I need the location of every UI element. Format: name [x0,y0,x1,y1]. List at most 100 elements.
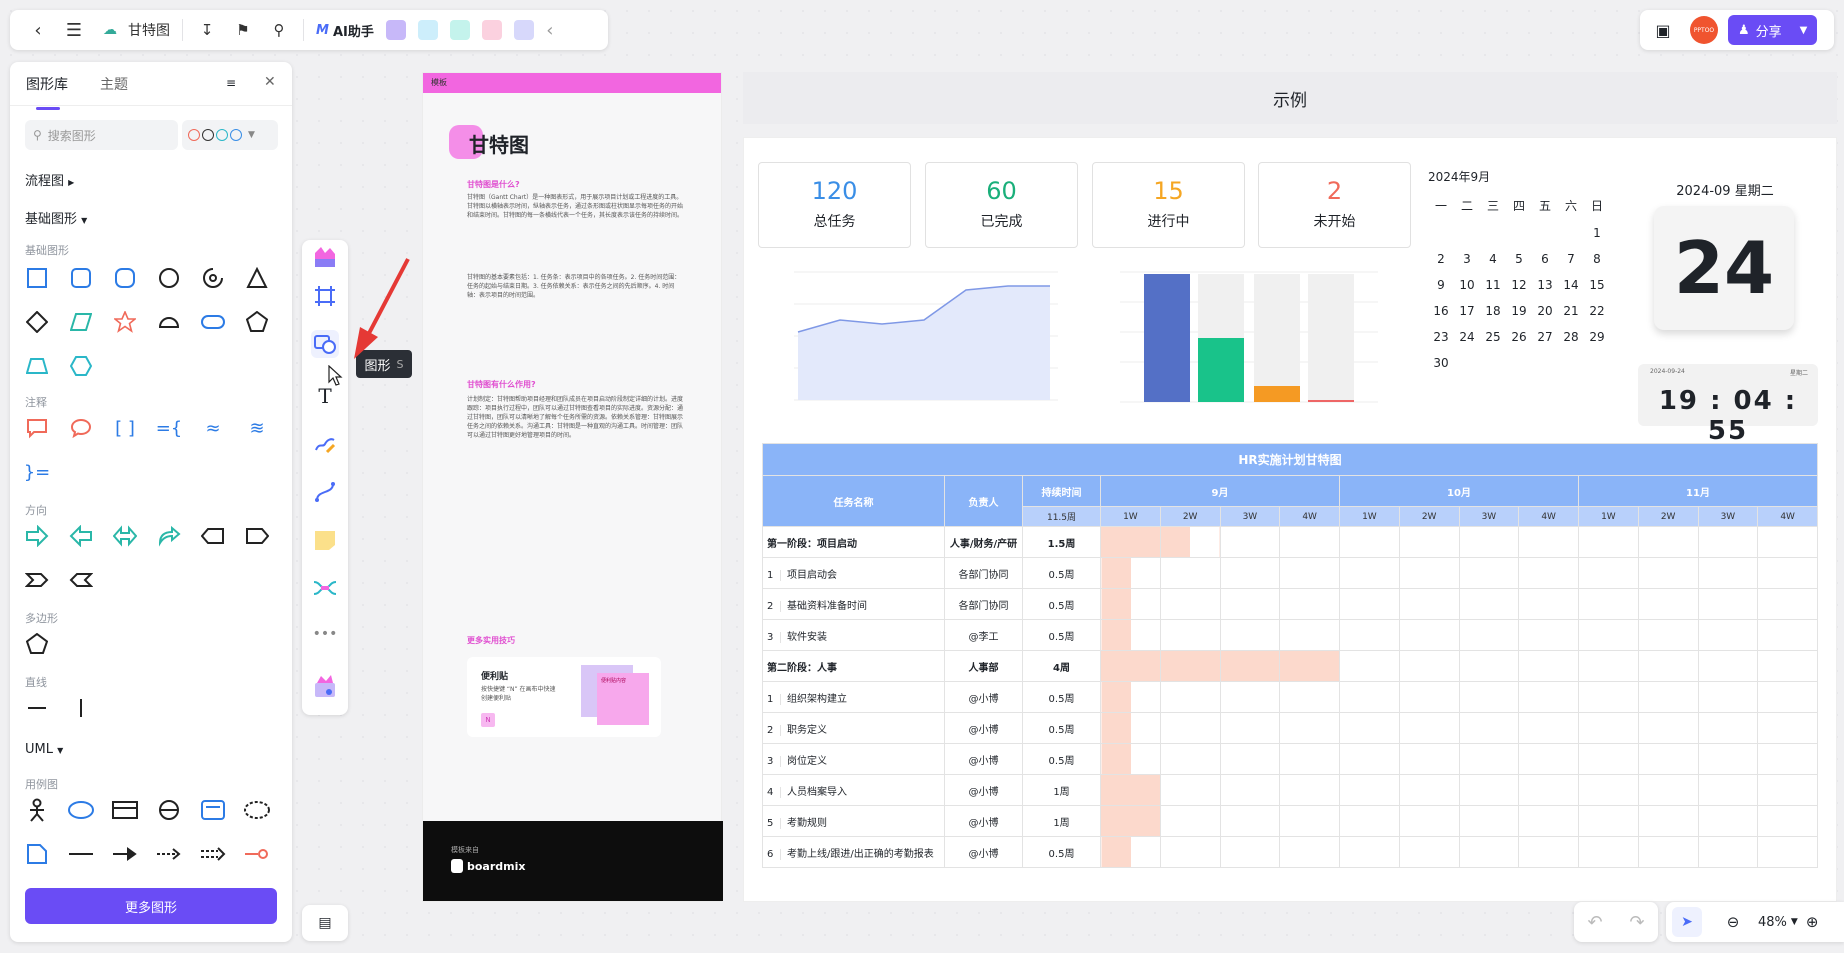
doc-title[interactable]: 甘特图 [128,23,170,39]
collapse-icon[interactable]: ‹ [546,19,554,41]
calendar-day[interactable]: 27 [1537,330,1553,344]
calendar-day[interactable]: 6 [1541,252,1549,266]
template-doc[interactable]: 模板 甘特图 甘特图是什么? 甘特图（Gantt Chart）是一种图表形式，用… [422,72,723,902]
tag-icon[interactable]: ⚑ [236,21,250,39]
calendar-day[interactable] [1558,226,1584,240]
avatar[interactable]: PPTOO [1690,16,1718,44]
vertical-line-icon[interactable] [67,694,95,722]
menu-icon[interactable]: ☰ [65,19,83,41]
pentagon-right-icon[interactable] [243,522,271,550]
arc-shape-icon[interactable] [199,264,227,292]
mindmap-plugin-icon[interactable] [449,20,470,40]
capsule-shape-icon[interactable] [199,308,227,336]
image-plugin-icon[interactable] [385,20,406,40]
sort-icon[interactable]: ≡ [226,76,237,90]
horizontal-line-icon[interactable] [23,694,51,722]
calendar-day[interactable]: 1 [1593,226,1601,240]
calendar-day[interactable]: 28 [1563,330,1579,344]
section-flowchart[interactable]: 流程图 ▶ [25,170,74,189]
calendar-day[interactable]: 29 [1589,330,1605,344]
gantt-row[interactable]: 1 组织架构建立 @小博 0.5周 [762,681,1818,713]
calendar-day[interactable] [1506,226,1532,240]
calendar-day[interactable]: 7 [1567,252,1575,266]
calendar-day[interactable]: 13 [1537,278,1553,292]
minimap-button[interactable]: ▤ [302,905,348,941]
brace-icon[interactable]: ={ [155,417,183,439]
calendar-day[interactable] [1454,226,1480,240]
calendar-day[interactable]: 18 [1485,304,1501,318]
tab-theme[interactable]: 主题 [100,76,128,93]
actor-icon[interactable] [23,796,51,824]
calendar-day[interactable]: 30 [1433,356,1449,370]
directed-arrow-icon[interactable] [111,840,139,868]
parallelogram-shape-icon[interactable] [67,308,95,336]
flow-plugin-icon[interactable] [481,20,502,40]
zoom-out-icon[interactable]: ⊖ [1726,913,1740,931]
hexagon-shape-icon[interactable] [67,352,95,380]
top-brace-icon[interactable]: ≋ [249,417,265,439]
arrow-right-icon[interactable] [23,522,51,550]
calendar-day[interactable]: 3 [1463,252,1471,266]
gantt-row[interactable]: 1 项目启动会 各部门协同 0.5周 [762,557,1818,589]
search-input[interactable]: ⚲ 搜索图形 [25,120,178,150]
entity-box-icon[interactable] [111,796,139,824]
speech-bubble-icon[interactable] [23,414,51,442]
calendar-day[interactable]: 4 [1489,252,1497,266]
section-uml[interactable]: UML ▼ [25,742,63,757]
triangle-shape-icon[interactable] [243,264,271,292]
calendar-day[interactable] [1480,226,1506,240]
pentagon-polygon-icon[interactable] [23,630,51,658]
right-brace-icon[interactable]: }= [23,461,51,483]
gantt-row[interactable]: 6 考勤上线/跟进/出正确的考勤报表 @小博 0.5周 [762,836,1818,868]
dashed-arrow-icon[interactable] [155,840,183,868]
gantt-row[interactable]: 5 考勤规则 @小博 1周 [762,805,1818,837]
sticky-note-icon[interactable] [311,526,339,554]
color-filter-select[interactable]: ▼ [182,120,278,150]
pentagon-left-icon[interactable] [199,522,227,550]
diamond-shape-icon[interactable] [23,308,51,336]
circle-shape-icon[interactable] [155,264,183,292]
semicircle-shape-icon[interactable] [155,308,183,336]
back-icon[interactable]: ‹ [34,19,42,41]
calendar-day[interactable] [1428,226,1454,240]
cloud-sync-icon[interactable]: ☁ [103,22,117,38]
connector-tool-icon[interactable] [311,478,339,506]
calendar-day[interactable]: 10 [1459,278,1475,292]
ai-assistant-button[interactable]: M AI助手 [316,21,374,40]
association-line-icon[interactable] [67,840,95,868]
more-tools-icon[interactable]: ••• [312,626,338,642]
calendar-day[interactable]: 9 [1437,278,1445,292]
arrow-both-icon[interactable] [111,522,139,550]
templates-icon[interactable] [311,244,339,272]
download-icon[interactable]: ↧ [200,21,214,39]
round-rect-shape-icon[interactable] [111,264,139,292]
gantt-row[interactable]: 第一阶段：项目启动 人事/财务/产研 1.5周 [762,526,1818,558]
rounded-square-shape-icon[interactable] [67,264,95,292]
calendar-day[interactable] [1532,226,1558,240]
curved-arrow-icon[interactable] [155,522,183,550]
star-shape-icon[interactable] [111,308,139,336]
usecase-ellipse-icon[interactable] [67,796,95,824]
arrow-left-icon[interactable] [67,522,95,550]
note-shape-icon[interactable] [23,840,51,868]
calendar-day[interactable]: 12 [1511,278,1527,292]
chat-plugin-icon[interactable] [513,20,534,40]
undo-icon[interactable]: ↶ [1587,911,1603,933]
square-shape-icon[interactable] [23,264,51,292]
redo-icon[interactable]: ↷ [1629,911,1645,933]
close-icon[interactable]: ✕ [264,74,276,90]
calendar-day[interactable]: 21 [1563,304,1579,318]
dashed-ellipse-icon[interactable] [243,796,271,824]
gantt-row[interactable]: 2 职务定义 @小博 0.5周 [762,712,1818,744]
calendar-day[interactable]: 22 [1589,304,1605,318]
boundary-circle-icon[interactable] [155,796,183,824]
text-tool-icon[interactable]: T [318,384,332,408]
calendar-day[interactable]: 24 [1459,330,1475,344]
gantt-row[interactable]: 2 基础资料准备时间 各部门协同 0.5周 [762,588,1818,620]
zoom-in-icon[interactable]: ⊕ [1805,913,1819,931]
trapezoid-shape-icon[interactable] [23,352,51,380]
zoom-level[interactable]: 48% [1758,914,1787,930]
section-basic-shapes[interactable]: 基础图形 ▼ [25,208,87,227]
boundary-box-icon[interactable] [199,796,227,824]
bottom-brace-icon[interactable]: ≈ [205,417,221,439]
